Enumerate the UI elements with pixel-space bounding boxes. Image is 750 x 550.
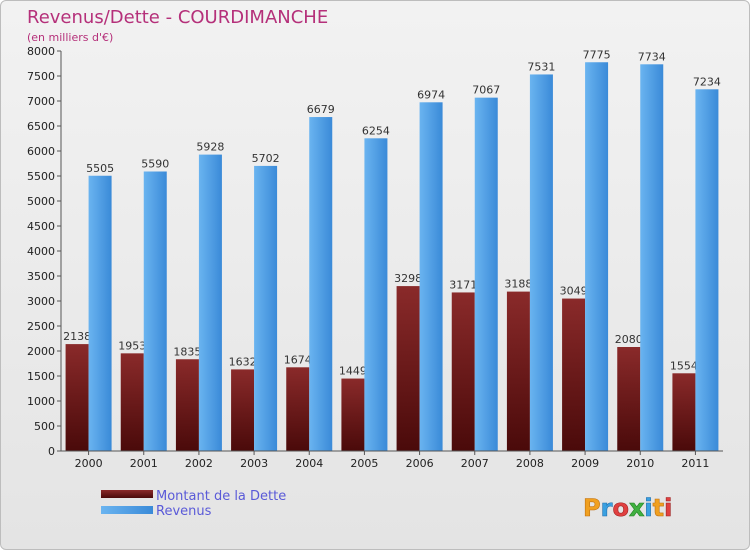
- debt-bar-label: 3188: [504, 278, 532, 291]
- bars: 2138 5505 1953 5590 1835 5928 1632 5702 1674 6679…: [63, 48, 721, 452]
- x-tick-label: 2000: [75, 457, 103, 470]
- debt-bar: [506, 291, 530, 451]
- legend-label-revenus: Revenus: [156, 504, 212, 519]
- y-tick-label: 6500: [27, 120, 55, 133]
- legend-swatch-debt: [101, 490, 153, 498]
- revenus-bar: [309, 117, 333, 452]
- x-tick-label: 2005: [350, 457, 378, 470]
- y-tick-label: 500: [34, 420, 55, 433]
- debt-bar: [341, 378, 365, 451]
- y-tick-label: 2000: [27, 345, 55, 358]
- y-tick-label: 7500: [27, 70, 55, 83]
- revenus-bar: [529, 74, 553, 451]
- debt-bar: [396, 286, 420, 451]
- revenus-bar-label: 5590: [141, 158, 169, 171]
- revenus-bar-label: 5928: [196, 141, 224, 154]
- debt-bar-label: 1554: [670, 359, 698, 372]
- debt-bar-label: 3298: [394, 272, 422, 285]
- chart-subtitle: (en milliers d'€): [27, 31, 113, 44]
- revenus-bar-label: 7734: [638, 50, 666, 63]
- revenus-bar-label: 7775: [583, 48, 611, 61]
- revenus-bar: [474, 97, 498, 452]
- chart-title: Revenus/Dette - COURDIMANCHE: [27, 7, 328, 28]
- debt-bar: [617, 347, 641, 451]
- y-tick-label: 3000: [27, 295, 55, 308]
- debt-bar-label: 1632: [229, 355, 257, 368]
- y-tick-label: 3500: [27, 270, 55, 283]
- legend-label-debt: Montant de la Dette: [156, 489, 286, 504]
- legend: Montant de la Dette Revenus: [101, 489, 286, 519]
- revenus-bar: [419, 102, 443, 452]
- x-tick-label: 2003: [240, 457, 268, 470]
- debt-bar: [231, 369, 255, 451]
- revenus-bar-label: 7531: [527, 60, 555, 73]
- x-axis: 2000 2001 2002 2003 2004 2005 2006 2007 2008 2009…: [61, 450, 723, 470]
- debt-bar: [672, 373, 696, 451]
- revenus-bar-label: 7067: [472, 84, 500, 97]
- y-tick-label: 0: [48, 445, 55, 458]
- debt-bar-label: 1449: [339, 365, 367, 378]
- y-tick-label: 6000: [27, 145, 55, 158]
- revenus-bar-label: 5505: [86, 162, 114, 175]
- debt-bar-label: 3171: [449, 278, 477, 291]
- revenus-bar: [364, 138, 388, 452]
- debt-bar-label: 1674: [284, 353, 312, 366]
- x-tick-label: 2010: [626, 457, 654, 470]
- y-tick-label: 1500: [27, 370, 55, 383]
- revenus-bar: [88, 175, 112, 451]
- debt-bar: [286, 367, 310, 451]
- debt-bar-label: 2138: [63, 330, 91, 343]
- y-tick-label: 5500: [27, 170, 55, 183]
- revenus-bar: [143, 171, 167, 451]
- legend-swatch-revenus: [101, 506, 153, 514]
- revenus-bar: [695, 89, 719, 452]
- y-tick-label: 2500: [27, 320, 55, 333]
- debt-bar: [451, 292, 475, 451]
- x-tick-label: 2009: [571, 457, 599, 470]
- debt-bar-label: 1953: [118, 339, 146, 352]
- y-tick-label: 4000: [27, 245, 55, 258]
- debt-bar-label: 3049: [560, 285, 588, 298]
- revenus-bar-label: 6254: [362, 124, 390, 137]
- revenus-bar-label: 7234: [693, 75, 721, 88]
- x-tick-label: 2001: [130, 457, 158, 470]
- revenus-bar-label: 5702: [252, 152, 280, 165]
- proxiti-logo: Proxiti: [583, 494, 673, 523]
- revenus-bar-label: 6974: [417, 88, 445, 101]
- revenus-bar-label: 6679: [307, 103, 335, 116]
- revenus-bar: [198, 154, 222, 451]
- y-tick-label: 5000: [27, 195, 55, 208]
- y-tick-label: 4500: [27, 220, 55, 233]
- debt-bar: [562, 298, 586, 451]
- x-tick-label: 2002: [185, 457, 213, 470]
- revenus-bar: [585, 62, 609, 451]
- debt-bar: [65, 344, 89, 451]
- x-tick-label: 2007: [461, 457, 489, 470]
- debt-bar: [175, 359, 199, 451]
- debt-bar-label: 2080: [615, 333, 643, 346]
- x-tick-label: 2004: [295, 457, 323, 470]
- x-tick-label: 2006: [406, 457, 434, 470]
- y-axis: 0 500 1000 1500 2000 2500 3000 3500 4000 4500 5000…: [27, 45, 62, 458]
- debt-bar-label: 1835: [173, 345, 201, 358]
- debt-bar: [120, 353, 144, 451]
- x-tick-label: 2008: [516, 457, 544, 470]
- revenus-bar: [254, 165, 278, 451]
- revenus-bar: [640, 64, 664, 452]
- x-tick-label: 2011: [681, 457, 709, 470]
- y-tick-label: 7000: [27, 95, 55, 108]
- svg-text:Proxiti: Proxiti: [583, 494, 672, 522]
- y-tick-label: 1000: [27, 395, 55, 408]
- y-tick-label: 8000: [27, 45, 55, 58]
